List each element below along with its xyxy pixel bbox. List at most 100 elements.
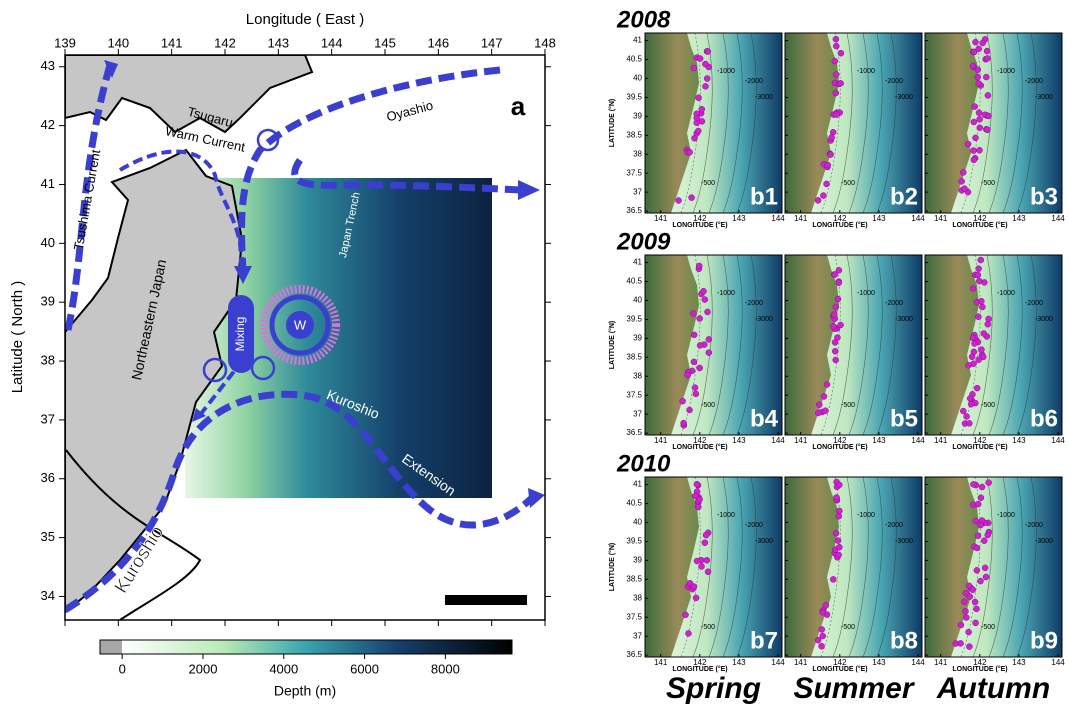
sample-station [837,49,845,57]
sample-station [978,346,985,353]
x-tick-label: 139 [54,35,76,50]
x-tick-label: 148 [534,35,556,50]
contour-label: -1000 [857,512,875,519]
year-label: 2010 [616,450,671,477]
sample-station [698,563,705,570]
y-tick-label: 37.5 [626,168,642,177]
contour [736,32,757,214]
sample-station [831,57,839,65]
sample-station [832,530,840,537]
contour-label: -2000 [885,522,903,529]
x-tick-label: 147 [481,35,503,50]
sample-station [961,598,968,606]
contour [1002,254,1023,436]
sample-station [969,334,977,342]
sample-station [958,178,965,185]
sample-station [836,481,843,489]
y-tick-label: 38 [41,352,55,367]
contour-label: -1000 [997,68,1015,75]
sample-station [982,573,990,581]
y-tick-label: 42 [41,117,55,132]
sample-station [962,608,969,615]
sample-station [970,147,977,154]
contour-label: -2000 [745,78,763,85]
y-tick-label: 39.5 [626,537,642,546]
sample-station [690,358,698,366]
contour [848,476,869,658]
x-tick-label: 140 [107,35,129,50]
contour-label: -3000 [755,316,773,323]
x-tick-label: 142 [973,436,987,445]
panel-label: b6 [1030,405,1058,432]
sample-station [985,315,992,323]
x-tick-label: 144 [911,436,925,445]
arrowhead [234,266,252,284]
y-axis-label: LATITUDE (°N) [608,321,616,370]
contour-label: -1000 [857,290,875,297]
sample-station [973,605,980,613]
sample-station [970,118,978,126]
warm-core-ring-edge [260,285,340,365]
contour [848,32,869,214]
year-label: 2008 [616,6,671,33]
frame [784,254,923,436]
season-label: Autumn [936,672,1050,705]
sample-station [970,48,978,56]
y-tick-label: 40 [633,296,642,305]
label: W [294,317,307,332]
sample-station [832,89,840,97]
x-tick-label: 141 [654,436,668,445]
y-tick-label: 38 [633,371,642,380]
y-tick-label: 39.5 [626,315,642,324]
sample-station [818,626,826,633]
sample-station [975,109,983,116]
y-tick-label: 39 [633,333,642,342]
hokkaido [65,55,314,134]
contour [708,32,729,214]
contour [1016,32,1037,214]
y-tick-label: 36.5 [626,650,642,659]
mixing-arrow [198,358,245,417]
y-tick-label: 38 [633,149,642,158]
contour-label: -3000 [895,94,913,101]
x-axis-label: LONGITUDE (°E) [812,221,867,229]
contour [722,476,743,658]
x-tick-label: 144 [771,436,785,445]
sample-station [979,353,987,361]
y-tick-label: 37 [633,187,642,196]
contour [832,254,853,436]
contour-label: -1000 [717,68,735,75]
sample-station [977,577,984,585]
contour-label: -1000 [717,512,735,519]
colorbar [99,639,513,655]
x-tick-label: 141 [654,658,668,667]
sample-station [974,73,981,81]
contour [972,476,993,658]
y-tick-label: 41 [633,258,642,267]
sample-station [823,180,830,188]
contour [736,476,757,658]
sample-station [698,106,706,113]
sample-station [700,288,707,295]
frame [924,476,1063,658]
y-tick-label: 37 [41,411,55,426]
sample-station [963,413,970,420]
sample-station [973,544,981,552]
panel-label: b5 [890,405,918,432]
x-axis-label: Longitude ( East ) [246,11,364,28]
sample-station [984,126,991,134]
y-tick-label: 40.5 [626,499,642,508]
contour [1002,476,1023,658]
sample-station [974,500,982,508]
y-tick-label: 39 [633,555,642,564]
sample-station [834,295,842,303]
y-tick-label: 36 [41,470,55,485]
arrowhead [192,408,206,422]
sample-station [831,311,838,318]
x-tick-label: 142 [214,35,236,50]
sample-station [702,531,710,539]
sample-station [834,334,841,341]
contour [988,254,1009,436]
x-tick-label: 141 [794,658,808,667]
